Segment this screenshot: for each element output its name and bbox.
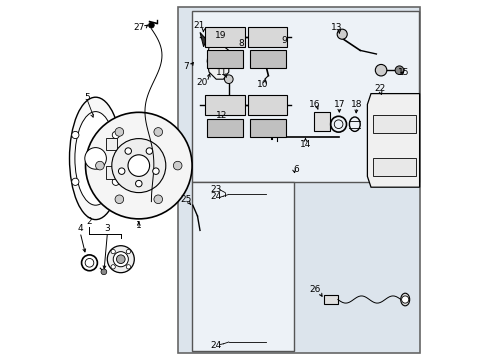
Text: 12: 12 <box>216 111 227 120</box>
Bar <box>205 95 245 115</box>
Circle shape <box>117 255 125 264</box>
Circle shape <box>85 148 106 169</box>
Circle shape <box>111 249 115 254</box>
Text: 27: 27 <box>133 23 145 32</box>
Circle shape <box>402 296 409 303</box>
Circle shape <box>225 104 232 112</box>
Text: 3: 3 <box>104 224 110 233</box>
Circle shape <box>112 131 120 139</box>
Text: 19: 19 <box>215 31 226 40</box>
Circle shape <box>72 131 79 139</box>
Text: 17: 17 <box>334 100 345 109</box>
Circle shape <box>86 112 192 219</box>
Text: 10: 10 <box>257 80 269 89</box>
Circle shape <box>173 161 182 170</box>
Ellipse shape <box>70 97 122 220</box>
Text: 2: 2 <box>87 217 92 226</box>
Circle shape <box>153 168 159 174</box>
Text: 14: 14 <box>300 140 311 149</box>
Text: 13: 13 <box>331 23 343 32</box>
Bar <box>106 166 117 179</box>
Ellipse shape <box>75 112 116 205</box>
Text: 20: 20 <box>196 78 207 87</box>
Text: 5: 5 <box>84 93 90 102</box>
Bar <box>207 50 243 68</box>
Circle shape <box>115 127 123 136</box>
Text: 26: 26 <box>310 285 321 294</box>
Text: 4: 4 <box>77 224 83 233</box>
Bar <box>205 27 245 47</box>
Bar <box>324 295 338 304</box>
Ellipse shape <box>113 252 128 267</box>
Bar <box>106 138 117 150</box>
Circle shape <box>337 29 347 39</box>
Text: 21: 21 <box>193 22 205 31</box>
Text: 22: 22 <box>375 84 386 93</box>
Text: 8: 8 <box>239 39 245 48</box>
Ellipse shape <box>107 246 134 273</box>
Bar <box>248 27 288 47</box>
Circle shape <box>154 195 163 204</box>
Circle shape <box>96 161 104 170</box>
Bar <box>373 158 416 176</box>
Text: 1: 1 <box>136 220 142 230</box>
Circle shape <box>146 148 152 154</box>
Text: 6: 6 <box>293 165 299 174</box>
Text: 24: 24 <box>211 192 222 201</box>
Bar <box>250 119 286 137</box>
Circle shape <box>126 249 131 254</box>
Circle shape <box>270 40 277 47</box>
Polygon shape <box>207 43 229 79</box>
Bar <box>192 182 294 351</box>
Bar <box>373 115 416 133</box>
Circle shape <box>112 178 120 185</box>
Text: 18: 18 <box>351 100 362 109</box>
Text: 24: 24 <box>211 341 222 350</box>
Bar <box>250 50 286 68</box>
Circle shape <box>126 265 131 269</box>
Text: 16: 16 <box>310 100 321 109</box>
Bar <box>248 95 288 115</box>
Bar <box>178 7 420 353</box>
Circle shape <box>101 269 107 275</box>
Circle shape <box>128 155 149 176</box>
Bar <box>207 119 243 137</box>
Circle shape <box>111 265 115 269</box>
Circle shape <box>115 195 123 204</box>
Bar <box>192 11 418 182</box>
Circle shape <box>125 148 131 154</box>
Circle shape <box>224 75 233 84</box>
Circle shape <box>213 56 223 67</box>
Circle shape <box>72 178 79 185</box>
Text: 7: 7 <box>183 62 189 71</box>
Text: 11: 11 <box>216 68 227 77</box>
Text: 25: 25 <box>180 195 191 204</box>
Polygon shape <box>368 94 419 187</box>
Text: 15: 15 <box>398 68 409 77</box>
Circle shape <box>119 168 125 174</box>
Circle shape <box>112 139 166 193</box>
Circle shape <box>258 40 264 46</box>
Circle shape <box>154 127 163 136</box>
Circle shape <box>395 66 404 75</box>
Circle shape <box>148 22 154 28</box>
Circle shape <box>375 64 387 76</box>
Circle shape <box>136 180 142 187</box>
Text: 9: 9 <box>282 36 288 45</box>
Ellipse shape <box>401 293 410 306</box>
Text: 23: 23 <box>211 185 222 194</box>
Bar <box>315 112 330 131</box>
Polygon shape <box>200 32 206 47</box>
